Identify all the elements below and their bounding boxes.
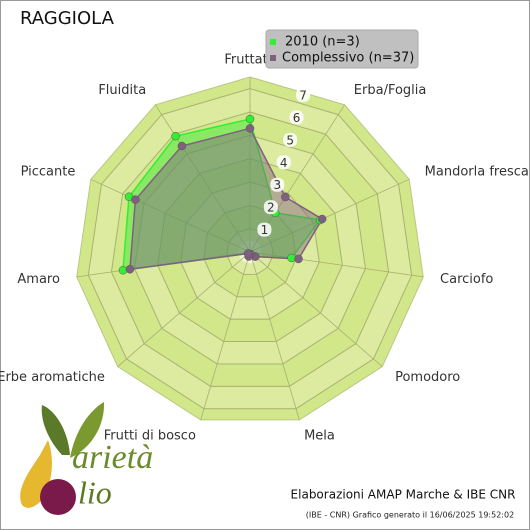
footnote: (IBE - CNR) Grafico generato il 16/06/20…	[306, 511, 514, 520]
tick-label-bg	[270, 177, 285, 192]
y-tick-label: 4	[280, 156, 288, 170]
tick-label-bg	[276, 155, 291, 170]
y-tick-label: 6	[293, 111, 301, 125]
data-point	[177, 141, 187, 151]
category-label: Fluidita	[98, 83, 146, 98]
logo-top: arietà	[72, 439, 153, 476]
category-label: Piccante	[21, 165, 76, 180]
y-tick-label: 5	[286, 133, 294, 147]
data-point	[245, 124, 255, 133]
axis-line	[249, 251, 300, 421]
radar: Fruttato Erba/Foglia Mandorla fresca Carcio…	[0, 53, 529, 444]
category-label: Mela	[304, 429, 335, 444]
grid-line	[87, 88, 413, 410]
grid-line	[134, 134, 366, 365]
axis-line	[249, 178, 410, 253]
category-label: Fruttato	[224, 53, 275, 68]
data-point	[171, 131, 180, 141]
category-label: Erbe aromatiche	[0, 370, 105, 385]
axis-line	[200, 251, 251, 421]
data-point	[125, 265, 135, 274]
credits: Elaborazioni AMAP Marche & IBE CNR	[291, 488, 516, 502]
logo: arietà lio	[20, 402, 153, 515]
y-tick-label: 3	[273, 178, 281, 192]
grid-line	[157, 158, 343, 342]
axis-line	[90, 178, 251, 253]
legend-label: 2010 (n=3)	[285, 35, 360, 50]
category-label: Pomodoro	[395, 370, 460, 385]
legend-marker	[270, 55, 276, 61]
data-point	[281, 192, 290, 202]
y-tick-label: 7	[299, 88, 307, 102]
legend-label: Complessivo (n=37)	[282, 51, 414, 66]
axis-line	[117, 251, 251, 367]
tick-label-bg	[283, 132, 298, 147]
grid-line	[226, 228, 274, 275]
tick-label-bg	[296, 87, 311, 102]
data-point	[131, 195, 140, 204]
grid-line	[111, 111, 389, 387]
data-point	[245, 114, 255, 124]
data-point	[294, 254, 303, 264]
axis-line	[249, 251, 383, 367]
tick-label-bg	[257, 222, 272, 237]
category-label: Erba/Foglia	[354, 83, 427, 98]
y-tick-label: 1	[261, 223, 269, 237]
category-label: Carciofo	[440, 272, 493, 287]
legend-box	[265, 29, 419, 69]
grid-line	[203, 204, 297, 298]
legend: 2010 (n=3)Complessivo (n=37)	[265, 29, 419, 69]
tick-label-bg	[263, 200, 278, 215]
legend-marker	[270, 39, 276, 45]
tick-label-bg	[289, 110, 304, 125]
axis-line	[249, 251, 424, 278]
data-point	[317, 214, 327, 224]
data-point	[243, 249, 253, 258]
category-label: Mandorla fresca	[425, 165, 529, 180]
category-label: Amaro	[17, 272, 60, 287]
chart-title: RAGGIOLA	[20, 8, 115, 29]
logo-bottom: lio	[78, 474, 112, 510]
category-label: Frutti di bosco	[104, 429, 196, 444]
axis-line	[155, 104, 251, 253]
y-tick-label: 2	[267, 201, 275, 215]
